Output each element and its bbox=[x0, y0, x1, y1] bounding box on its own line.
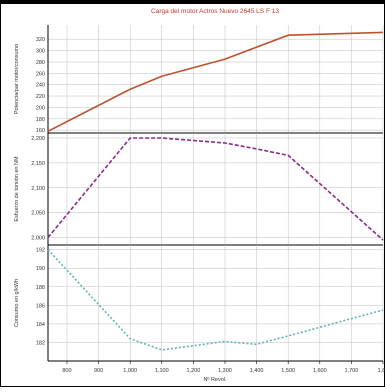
series-line bbox=[47, 31, 384, 133]
y-tick-label: 260 bbox=[36, 71, 45, 77]
x-tick-label: 900 bbox=[94, 368, 103, 374]
x-tick-label: 1,400 bbox=[250, 368, 264, 374]
y-tick-label: 2,150 bbox=[31, 161, 45, 167]
y-tick-label: 2,100 bbox=[31, 186, 45, 192]
y-axis-label: Consumo en g/kWh bbox=[14, 279, 20, 327]
y-tick-label: 280 bbox=[36, 60, 45, 66]
chart-title: Carga del motor Actros Nuevo 2645 LS F 1… bbox=[151, 8, 279, 15]
x-axis-label: Nº Revol. bbox=[203, 376, 227, 383]
x-tick-label: 1,200 bbox=[186, 368, 200, 374]
x-tick-label: 800 bbox=[62, 368, 71, 374]
y-tick-label: 186 bbox=[36, 303, 45, 309]
y-axis-label: Esfuerzo de torsión en NM bbox=[14, 156, 20, 222]
y-tick-label: 240 bbox=[36, 83, 45, 89]
series-line bbox=[47, 137, 384, 241]
x-tick-label: 1,80 bbox=[378, 368, 385, 374]
y-tick-label: 320 bbox=[36, 37, 45, 43]
x-tick-label: 1,500 bbox=[281, 368, 295, 374]
x-tick-label: 1,300 bbox=[218, 368, 232, 374]
series-line bbox=[47, 249, 384, 351]
y-tick-label: 188 bbox=[36, 285, 45, 291]
top-bar bbox=[0, 0, 385, 4]
y-tick-label: 2,050 bbox=[31, 211, 45, 217]
y-tick-label: 180 bbox=[36, 117, 45, 123]
y-tick-label: 300 bbox=[36, 49, 45, 55]
y-tick-label: 160 bbox=[36, 128, 45, 134]
x-tick-label: 1,100 bbox=[155, 368, 169, 374]
x-tick-label: 1,700 bbox=[345, 368, 359, 374]
y-tick-label: 184 bbox=[36, 322, 45, 328]
y-axis-label: Potencia/par motor/consumo bbox=[14, 44, 20, 114]
x-tick-label: 1,600 bbox=[313, 368, 327, 374]
y-tick-label: 220 bbox=[36, 94, 45, 100]
y-tick-label: 192 bbox=[36, 248, 45, 254]
y-tick-label: 182 bbox=[36, 340, 45, 346]
y-tick-label: 190 bbox=[36, 266, 45, 272]
y-tick-label: 2,200 bbox=[31, 136, 45, 142]
y-tick-label: 200 bbox=[36, 105, 45, 111]
x-tick-label: 1,000 bbox=[123, 368, 137, 374]
y-tick-label: 2,000 bbox=[31, 236, 45, 242]
